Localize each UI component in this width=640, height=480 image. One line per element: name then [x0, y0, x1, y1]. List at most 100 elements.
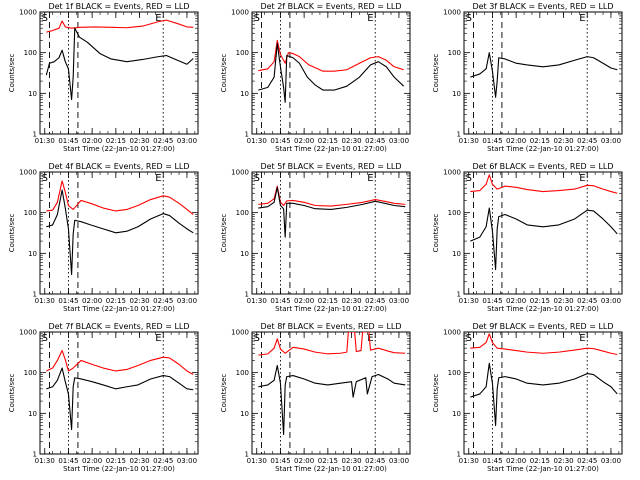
panel-det-3: Det 3f BLACK = Events, RED = LLD 1 10 100 10… — [432, 2, 623, 153]
x-axis-label: Start Time (22-Jan-10 01:27:00) — [63, 145, 175, 153]
series-line-events — [470, 52, 618, 98]
x-tick-label: 01:30 — [247, 297, 267, 305]
y-tick-label: 1000 — [443, 329, 461, 337]
y-axis-label: Counts/sec — [432, 374, 440, 413]
panel-title: Det 9f BLACK = Events, RED = LLD — [472, 322, 613, 331]
x-tick-label: 01:45 — [270, 297, 290, 305]
x-tick-label: 02:00 — [506, 137, 526, 145]
x-tick-label: 02:30 — [129, 137, 149, 145]
y-axis-label: Counts/sec — [432, 214, 440, 253]
x-tick-label: 01:30 — [459, 137, 479, 145]
marker-e-label: E — [579, 173, 585, 184]
x-tick-label: 02:45 — [365, 457, 385, 465]
marker-s-label: S — [466, 173, 472, 184]
series-line-events — [46, 367, 194, 431]
y-tick-label: 100 — [236, 369, 249, 377]
y-tick-label: 10 — [28, 410, 37, 418]
x-tick-label: 02:00 — [82, 457, 102, 465]
panel-det-7: Det 7f BLACK = Events, RED = LLD 1 10 100 10… — [8, 322, 199, 473]
x-axis-label: Start Time (22-Jan-10 01:27:00) — [63, 465, 175, 473]
series-line-events — [45, 27, 194, 101]
plot-frame — [39, 331, 199, 455]
y-axis-label: Counts/sec — [8, 374, 16, 413]
y-tick-label: 1 — [245, 131, 249, 139]
x-tick-label: 02:30 — [129, 457, 149, 465]
y-tick-label: 1 — [33, 291, 37, 299]
y-tick-label: 100 — [24, 49, 37, 57]
x-tick-label: 01:45 — [270, 137, 290, 145]
x-tick-label: 03:00 — [177, 457, 197, 465]
plot-frame — [463, 331, 623, 455]
x-axis-label: Start Time (22-Jan-10 01:27:00) — [275, 465, 387, 473]
x-tick-label: 01:45 — [58, 137, 78, 145]
y-tick-label: 10 — [28, 250, 37, 258]
marker-e-label: E — [155, 13, 161, 24]
marker-e-label: E — [367, 173, 373, 184]
series-line-events — [258, 186, 406, 238]
x-tick-label: 01:45 — [58, 297, 78, 305]
y-axis-label: Counts/sec — [220, 54, 228, 93]
x-tick-label: 02:15 — [530, 457, 550, 465]
x-tick-label: 02:00 — [506, 457, 526, 465]
y-axis-label: Counts/sec — [8, 54, 16, 93]
x-tick-label: 01:45 — [482, 297, 502, 305]
series-line-events — [258, 42, 405, 103]
panel-title: Det 6f BLACK = Events, RED = LLD — [472, 162, 613, 171]
series-line-lld — [46, 180, 194, 215]
marker-e-label: E — [367, 13, 373, 24]
x-tick-label: 02:00 — [82, 137, 102, 145]
plot-frame — [251, 331, 411, 455]
panel-det-2: Det 2f BLACK = Events, RED = LLD 1 10 100 10… — [220, 2, 411, 153]
y-axis-label: Counts/sec — [220, 374, 228, 413]
y-tick-label: 10 — [452, 90, 461, 98]
x-tick-label: 01:45 — [270, 457, 290, 465]
y-tick-label: 100 — [236, 49, 249, 57]
marker-e-label: E — [367, 333, 373, 344]
series-line-events — [46, 189, 194, 276]
plot-frame — [39, 171, 199, 295]
x-tick-label: 02:30 — [341, 457, 361, 465]
x-tick-label: 02:45 — [577, 137, 597, 145]
x-tick-label: 01:45 — [482, 137, 502, 145]
panel-title: Det 2f BLACK = Events, RED = LLD — [260, 2, 401, 11]
y-tick-label: 10 — [452, 410, 461, 418]
y-tick-label: 100 — [448, 49, 461, 57]
x-tick-label: 01:30 — [35, 297, 55, 305]
series-line-lld — [258, 332, 406, 356]
plot-frame — [463, 11, 623, 135]
plot-frame — [39, 11, 199, 135]
x-tick-label: 02:30 — [553, 297, 573, 305]
y-axis-label: Counts/sec — [220, 214, 228, 253]
panel-title: Det 3f BLACK = Events, RED = LLD — [472, 2, 613, 11]
y-tick-label: 100 — [24, 209, 37, 217]
y-tick-label: 1 — [245, 451, 249, 459]
y-tick-label: 1 — [245, 291, 249, 299]
panel-det-4: Det 4f BLACK = Events, RED = LLD 1 10 100 10… — [8, 162, 199, 313]
marker-s-label: S — [42, 333, 48, 344]
panel-det-1: Det 1f BLACK = Events, RED = LLD 1 10 100 10… — [8, 2, 199, 153]
marker-s-label: S — [42, 173, 48, 184]
y-tick-label: 1000 — [19, 9, 37, 17]
y-tick-label: 1 — [33, 131, 37, 139]
marker-s-label: S — [42, 13, 48, 24]
x-tick-label: 03:00 — [389, 297, 409, 305]
x-tick-label: 02:45 — [365, 137, 385, 145]
x-tick-label: 02:45 — [153, 137, 173, 145]
y-tick-label: 1 — [457, 131, 461, 139]
panel-det-8: Det 8f BLACK = Events, RED = LLD 1 10 100 10… — [220, 322, 411, 473]
x-tick-label: 02:00 — [506, 297, 526, 305]
x-axis-label: Start Time (22-Jan-10 01:27:00) — [487, 145, 599, 153]
marker-s-label: S — [466, 13, 472, 24]
y-tick-label: 1000 — [231, 169, 249, 177]
x-tick-label: 02:15 — [106, 297, 126, 305]
y-tick-label: 1000 — [19, 169, 37, 177]
x-tick-label: 02:00 — [294, 297, 314, 305]
panel-title: Det 8f BLACK = Events, RED = LLD — [260, 322, 401, 331]
x-tick-label: 01:30 — [459, 297, 479, 305]
x-tick-label: 02:15 — [106, 137, 126, 145]
panel-det-5: Det 5f BLACK = Events, RED = LLD 1 10 100 10… — [220, 162, 411, 313]
y-tick-label: 1 — [457, 291, 461, 299]
y-tick-label: 1000 — [443, 169, 461, 177]
y-tick-label: 1000 — [231, 9, 249, 17]
series-line-lld — [470, 174, 618, 194]
